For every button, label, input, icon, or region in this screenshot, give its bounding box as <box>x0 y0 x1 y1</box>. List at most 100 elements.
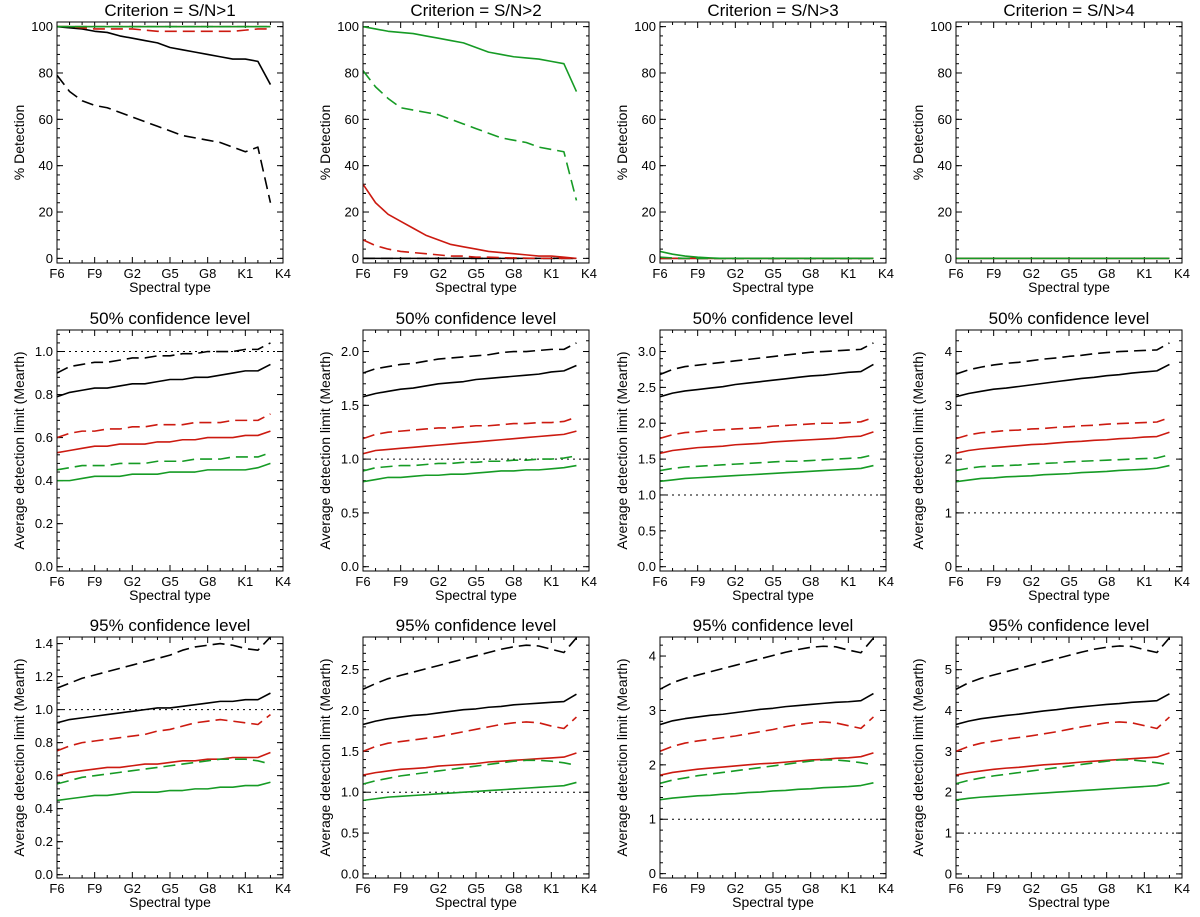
y-tick-label: 1.2 <box>35 669 53 684</box>
plot-frame <box>362 636 590 879</box>
series-red-dashed <box>660 416 874 440</box>
y-tick-label: 2 <box>649 757 656 772</box>
x-tick-label: K4 <box>1174 574 1190 589</box>
panel-title: Criterion = S/N>4 <box>1003 1 1134 20</box>
y-tick-label: 1.5 <box>341 398 359 413</box>
series-green-dashed <box>57 451 271 471</box>
x-tick-label: G5 <box>161 266 178 281</box>
x-tick-label: G8 <box>802 266 819 281</box>
x-tick-label: G8 <box>1098 266 1115 281</box>
series-green-dashed <box>363 70 578 201</box>
series-black-solid <box>956 693 1170 726</box>
x-tick-label: G8 <box>505 574 522 589</box>
y-tick-label: 2.5 <box>341 662 359 677</box>
y-tick-label: 3.0 <box>638 344 656 359</box>
x-tick-label: F6 <box>355 574 370 589</box>
y-tick-label: 1.5 <box>638 452 656 467</box>
y-tick-label: 0.0 <box>35 559 53 574</box>
plot-frame <box>659 636 887 879</box>
series-red-dashed <box>57 713 271 752</box>
plot-area <box>660 342 886 496</box>
y-tick-label: 0.2 <box>35 834 53 849</box>
y-tick-label: 3 <box>945 398 952 413</box>
series-red-dashed <box>363 416 577 440</box>
x-tick-label: K4 <box>878 266 894 281</box>
y-tick-label: 2.0 <box>638 416 656 431</box>
y-tick-label: 40 <box>938 158 952 173</box>
x-tick-label: K1 <box>840 266 856 281</box>
y-tick-label: 1 <box>945 505 952 520</box>
series-red-solid <box>660 752 874 776</box>
series-green-solid <box>956 464 1170 483</box>
series-red-solid <box>956 431 1170 454</box>
plot-frame <box>955 21 1183 264</box>
plot-frame <box>362 329 590 572</box>
x-tick-label: G8 <box>1098 881 1115 896</box>
plot-frame <box>362 21 590 264</box>
y-tick-label: 0.5 <box>638 523 656 538</box>
panel-r2c1: 95% confidence level 0.0 0.5 1.0 1.5 2.0 2.5 F6… <box>317 616 597 910</box>
series-green-solid <box>363 464 577 483</box>
x-tick-label: K1 <box>543 881 559 896</box>
series-black-dashed <box>363 342 577 374</box>
x-tick-label: F9 <box>87 266 102 281</box>
x-tick-label: G5 <box>1060 574 1077 589</box>
plot-area <box>363 25 578 260</box>
y-tick-label: 0 <box>945 251 952 266</box>
series-green-solid <box>57 781 271 802</box>
series-red-solid <box>660 431 874 455</box>
plot-frame <box>659 329 887 572</box>
x-tick-label: K1 <box>1136 266 1152 281</box>
x-tick-label: K1 <box>1136 881 1152 896</box>
series-red-dashed <box>363 716 577 753</box>
y-tick-label: 80 <box>39 65 53 80</box>
panel-title: 95% confidence level <box>989 616 1150 635</box>
plot-frame <box>56 21 284 264</box>
x-tick-label: F6 <box>948 881 963 896</box>
y-axis-label: Average detection limit (Mearth) <box>11 351 27 549</box>
y-tick-label: 100 <box>337 19 359 34</box>
plot-frame <box>955 329 1183 572</box>
y-tick-label: 20 <box>938 205 952 220</box>
x-tick-label: G2 <box>727 574 744 589</box>
y-tick-label: 1.5 <box>341 744 359 759</box>
series-green-solid <box>363 781 577 802</box>
y-tick-label: 3 <box>945 744 952 759</box>
y-tick-label: 60 <box>642 112 656 127</box>
x-axis-label: Spectral type <box>129 279 211 295</box>
y-tick-label: 3 <box>649 703 656 718</box>
panel-r0c0: Criterion = S/N>1 0 20 40 60 80 100 F6 F9 G2 G5 G8 K… <box>11 1 291 295</box>
x-tick-label: K4 <box>878 574 894 589</box>
y-tick-label: 0.2 <box>35 516 53 531</box>
x-tick-label: K4 <box>275 266 291 281</box>
y-tick-label: 0.0 <box>341 866 359 881</box>
x-tick-label: K4 <box>275 574 291 589</box>
x-tick-label: G2 <box>430 574 447 589</box>
x-tick-label: F9 <box>393 574 408 589</box>
y-axis-label: % Detection <box>11 105 27 180</box>
y-tick-label: 4 <box>649 649 656 664</box>
x-axis-label: Spectral type <box>129 894 211 910</box>
series-red-solid <box>956 752 1170 776</box>
panel-title: 95% confidence level <box>693 616 854 635</box>
y-tick-label: 2.0 <box>341 703 359 718</box>
panel-title: Criterion = S/N>1 <box>104 1 235 20</box>
y-tick-label: 40 <box>642 158 656 173</box>
series-black-solid <box>660 363 874 398</box>
x-tick-label: F9 <box>87 574 102 589</box>
panel-r2c0: 95% confidence level 0.0 0.2 0.4 0.6 0.8 1.0 1.… <box>11 616 291 910</box>
y-tick-label: 1.0 <box>341 452 359 467</box>
y-axis-label: Average detection limit (Mearth) <box>910 658 926 856</box>
x-tick-label: G8 <box>505 266 522 281</box>
series-black-solid <box>57 692 271 724</box>
x-tick-label: K4 <box>581 574 597 589</box>
plot-area <box>363 637 589 802</box>
series-red-dashed <box>956 416 1170 440</box>
panel-title: 50% confidence level <box>90 309 251 328</box>
x-tick-label: K1 <box>543 266 559 281</box>
series-red-solid <box>363 430 577 455</box>
x-tick-label: K1 <box>840 881 856 896</box>
x-tick-label: G2 <box>1023 881 1040 896</box>
panel-title: 50% confidence level <box>693 309 854 328</box>
x-tick-label: F6 <box>948 266 963 281</box>
